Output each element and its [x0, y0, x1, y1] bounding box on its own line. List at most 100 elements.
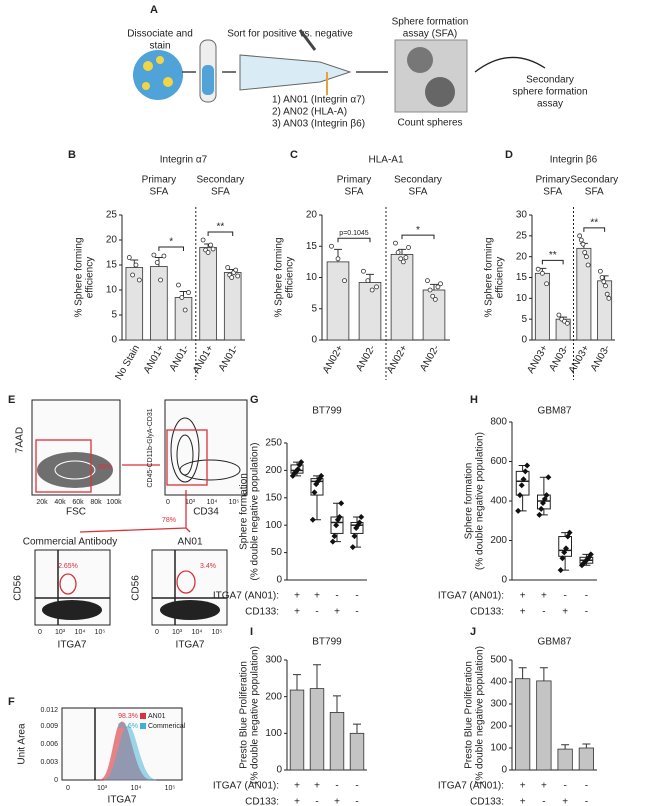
- data-point: [538, 505, 545, 512]
- data-point: [338, 500, 345, 507]
- y-tick-label: 300: [490, 699, 507, 710]
- tick-label: 0: [54, 777, 58, 784]
- y-axis-label: Sphere formation: [239, 473, 250, 550]
- condition-sign: +: [334, 607, 340, 618]
- panel-a: A Dissociate and stain Sort for positive…: [127, 4, 587, 130]
- panel-letter: E: [8, 394, 15, 406]
- tick-label: 0.012: [40, 707, 58, 714]
- panel-letter: D: [505, 149, 513, 161]
- bar: [390, 253, 414, 341]
- data-point: [336, 513, 343, 520]
- data-point: [597, 268, 603, 274]
- significance-label: **: [549, 250, 557, 261]
- data-point: [233, 267, 239, 273]
- significance-label: **: [217, 222, 225, 233]
- legend-value: 98.3%: [118, 713, 138, 720]
- data-point: [516, 492, 523, 499]
- group-label: Primary: [536, 175, 570, 186]
- row-label: CD133:: [245, 797, 279, 806]
- data-point: [342, 278, 347, 284]
- y-tick-label: 30: [516, 210, 528, 221]
- y-axis-label: (% double negative population): [475, 646, 486, 784]
- contour: [170, 417, 200, 483]
- data-point: [599, 275, 605, 280]
- chart-title: GBM87: [538, 637, 572, 648]
- data-point: [566, 529, 573, 536]
- data-point: [432, 296, 438, 302]
- y-axis-label: % Sphere forming: [484, 237, 495, 317]
- data-point: [584, 254, 589, 260]
- data-point: [369, 287, 375, 293]
- error-bar: [561, 744, 570, 750]
- axis-label: 7AAD: [15, 427, 26, 453]
- bar: [597, 280, 613, 341]
- data-point: [545, 474, 552, 481]
- y-tick-label: 5: [311, 303, 317, 314]
- group-label: Secondary: [570, 175, 618, 186]
- events: [160, 600, 220, 620]
- data-point: [438, 281, 443, 287]
- chart-title: BT799: [312, 406, 342, 417]
- data-point: [398, 256, 404, 262]
- data-point: [524, 462, 531, 469]
- group-label: Secondary: [196, 175, 244, 186]
- y-axis-label: Sphere formation: [464, 463, 475, 540]
- y-tick-label: 100: [490, 743, 507, 754]
- significance-bracket: [541, 259, 564, 265]
- axis-label: ITGA7: [176, 640, 205, 651]
- x-tick-label: AN02+: [321, 343, 346, 375]
- bar: [309, 688, 325, 771]
- group-label: SFA: [149, 187, 168, 198]
- x-tick-label: AN01+: [142, 343, 167, 375]
- y-axis-label: % Sphere forming: [274, 237, 285, 317]
- cell: [142, 82, 150, 90]
- y-tick-label: 200: [490, 721, 507, 732]
- group-label: SFA: [543, 187, 562, 198]
- y-tick-label: 15: [516, 272, 528, 283]
- y-tick-label: 10: [106, 285, 118, 296]
- gate: [59, 573, 77, 595]
- tick-label: 20k: [36, 499, 48, 506]
- tick-label: 100k: [106, 499, 122, 506]
- significance-bracket: [583, 227, 606, 232]
- error-bar: [293, 674, 301, 691]
- y-tick-label: 500: [490, 655, 507, 666]
- tick-label: 10⁵: [229, 499, 240, 506]
- label: Sphere formation: [392, 17, 469, 28]
- condition-sign: +: [541, 591, 547, 602]
- axis-label: CD34: [193, 507, 219, 518]
- row-label: ITGA7 (AN01):: [213, 591, 279, 602]
- data-point: [406, 245, 411, 250]
- cell-cluster: [133, 50, 183, 100]
- data-point: [577, 233, 583, 239]
- data-point: [520, 476, 527, 483]
- condition-sign: +: [520, 797, 526, 806]
- data-point: [564, 320, 570, 326]
- group-label: SFA: [409, 187, 428, 198]
- error-bar: [353, 723, 361, 734]
- data-point: [585, 262, 591, 268]
- y-tick-label: 25: [516, 230, 528, 241]
- data-point: [435, 284, 441, 290]
- data-point: [536, 511, 543, 518]
- events: [42, 600, 102, 620]
- data-point: [563, 545, 570, 552]
- data-point: [543, 492, 550, 499]
- gate-label: 78%: [162, 517, 176, 524]
- data-point: [298, 459, 305, 466]
- row-label: ITGA7 (AN01):: [438, 781, 504, 792]
- y-tick-label: 5: [111, 310, 117, 321]
- data-point: [133, 262, 139, 268]
- panel-letter: H: [470, 394, 478, 406]
- data-point: [535, 266, 541, 272]
- condition-sign: +: [314, 591, 320, 602]
- y-axis-label: efficiency: [495, 257, 506, 299]
- group-label: Secondary: [394, 175, 442, 186]
- legend-label: Commerical: [148, 723, 186, 730]
- y-axis-label: Presto Blue Proliferation: [239, 661, 250, 769]
- row-label: CD133:: [245, 607, 279, 618]
- condition-sign: +: [541, 781, 547, 792]
- data-point: [333, 522, 340, 529]
- contour: [179, 459, 241, 481]
